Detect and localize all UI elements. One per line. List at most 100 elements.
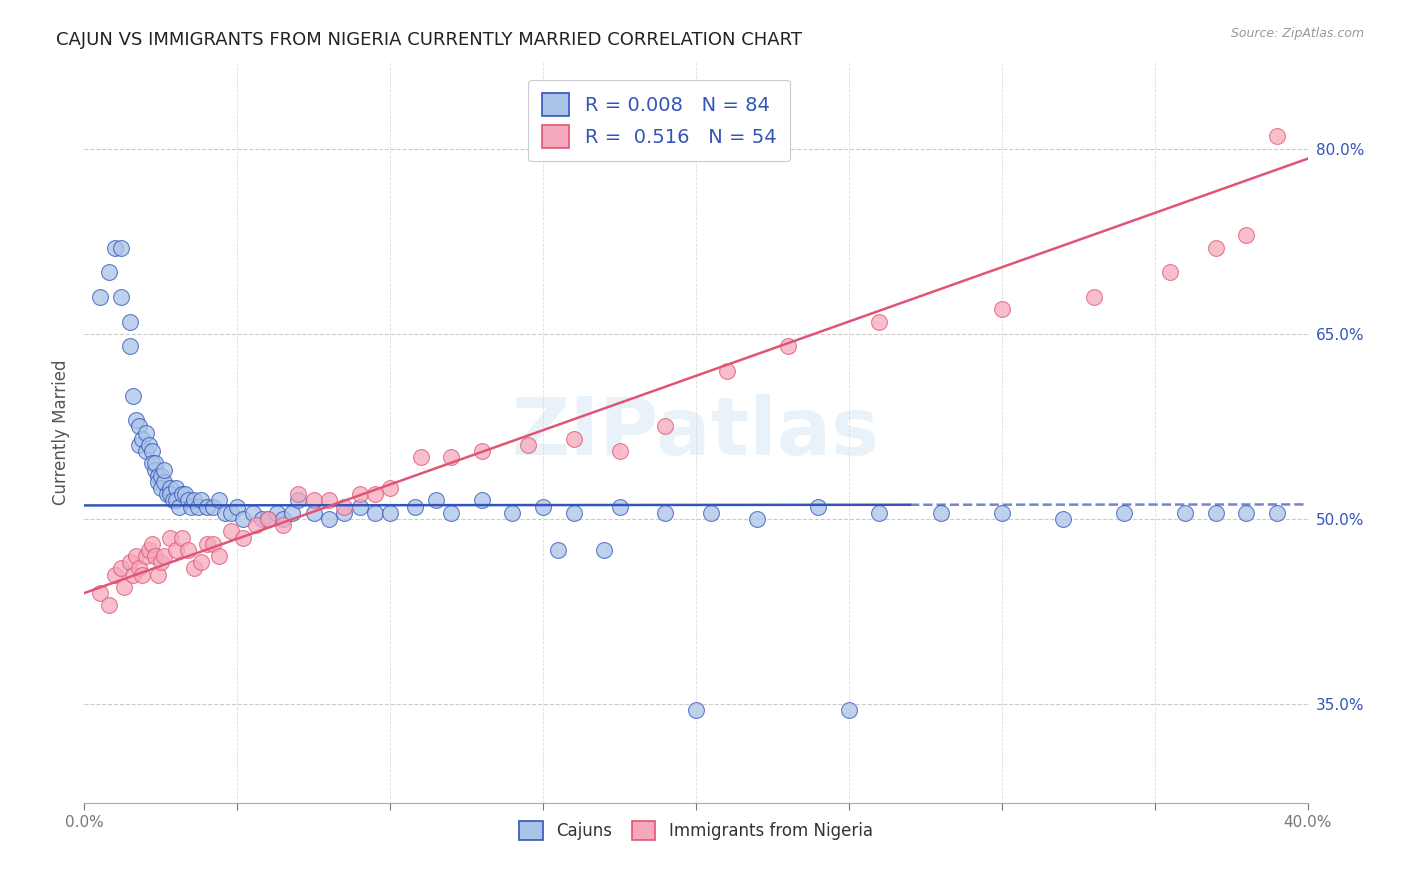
Point — [141, 457, 163, 471]
Point — [201, 536, 224, 550]
Point — [380, 506, 402, 520]
Point — [776, 339, 799, 353]
Point — [128, 561, 150, 575]
Point — [219, 506, 242, 520]
Point — [287, 493, 309, 508]
Point — [195, 500, 218, 514]
Point — [128, 419, 150, 434]
Point — [159, 481, 181, 495]
Point — [104, 567, 127, 582]
Y-axis label: Currently Married: Currently Married — [52, 359, 70, 506]
Point — [97, 265, 120, 279]
Text: ZIPatlas: ZIPatlas — [512, 393, 880, 472]
Point — [364, 506, 387, 520]
Point — [685, 703, 707, 717]
Point — [172, 487, 194, 501]
Point — [183, 561, 205, 575]
Point — [838, 703, 860, 717]
Point — [110, 561, 132, 575]
Point — [807, 500, 830, 514]
Point — [143, 549, 166, 563]
Point — [135, 444, 157, 458]
Point — [195, 536, 218, 550]
Point — [609, 444, 631, 458]
Point — [190, 493, 212, 508]
Point — [128, 438, 150, 452]
Point — [156, 487, 179, 501]
Point — [1052, 512, 1074, 526]
Point — [219, 524, 242, 539]
Point — [125, 413, 148, 427]
Point — [266, 506, 288, 520]
Point — [143, 457, 166, 471]
Point — [190, 555, 212, 569]
Point — [250, 512, 273, 526]
Point — [349, 500, 371, 514]
Point — [318, 512, 340, 526]
Point — [186, 500, 208, 514]
Point — [159, 531, 181, 545]
Point — [167, 500, 190, 514]
Point — [122, 389, 145, 403]
Point — [425, 493, 447, 508]
Point — [174, 487, 197, 501]
Point — [1236, 506, 1258, 520]
Point — [1159, 265, 1181, 279]
Point — [562, 432, 585, 446]
Point — [226, 500, 249, 514]
Point — [208, 493, 231, 508]
Point — [471, 444, 494, 458]
Point — [146, 475, 169, 489]
Point — [141, 444, 163, 458]
Text: CAJUN VS IMMIGRANTS FROM NIGERIA CURRENTLY MARRIED CORRELATION CHART: CAJUN VS IMMIGRANTS FROM NIGERIA CURRENT… — [56, 31, 803, 49]
Point — [232, 531, 254, 545]
Point — [364, 487, 387, 501]
Point — [110, 290, 132, 304]
Point — [149, 481, 172, 495]
Point — [146, 567, 169, 582]
Point — [654, 506, 676, 520]
Point — [409, 450, 432, 465]
Point — [991, 506, 1014, 520]
Point — [131, 567, 153, 582]
Point — [747, 512, 769, 526]
Point — [1236, 228, 1258, 243]
Point — [869, 506, 891, 520]
Point — [929, 506, 952, 520]
Point — [89, 586, 111, 600]
Point — [165, 481, 187, 495]
Point — [609, 500, 631, 514]
Point — [1174, 506, 1197, 520]
Point — [271, 512, 294, 526]
Point — [135, 425, 157, 440]
Point — [716, 364, 738, 378]
Text: Source: ZipAtlas.com: Source: ZipAtlas.com — [1230, 27, 1364, 40]
Point — [502, 506, 524, 520]
Point — [593, 542, 616, 557]
Point — [232, 512, 254, 526]
Point — [242, 506, 264, 520]
Point — [404, 500, 426, 514]
Point — [654, 419, 676, 434]
Point — [516, 438, 538, 452]
Point — [180, 500, 202, 514]
Point — [177, 493, 200, 508]
Point — [1205, 240, 1227, 255]
Point — [112, 580, 135, 594]
Point — [165, 493, 187, 508]
Point — [302, 493, 325, 508]
Point — [165, 542, 187, 557]
Point — [120, 555, 142, 569]
Point — [1083, 290, 1105, 304]
Point — [97, 599, 120, 613]
Point — [281, 506, 304, 520]
Point — [131, 432, 153, 446]
Point — [120, 314, 142, 328]
Point — [120, 339, 142, 353]
Point — [153, 549, 176, 563]
Point — [162, 493, 184, 508]
Point — [1265, 129, 1288, 144]
Point — [333, 506, 356, 520]
Point — [440, 450, 463, 465]
Point — [349, 487, 371, 501]
